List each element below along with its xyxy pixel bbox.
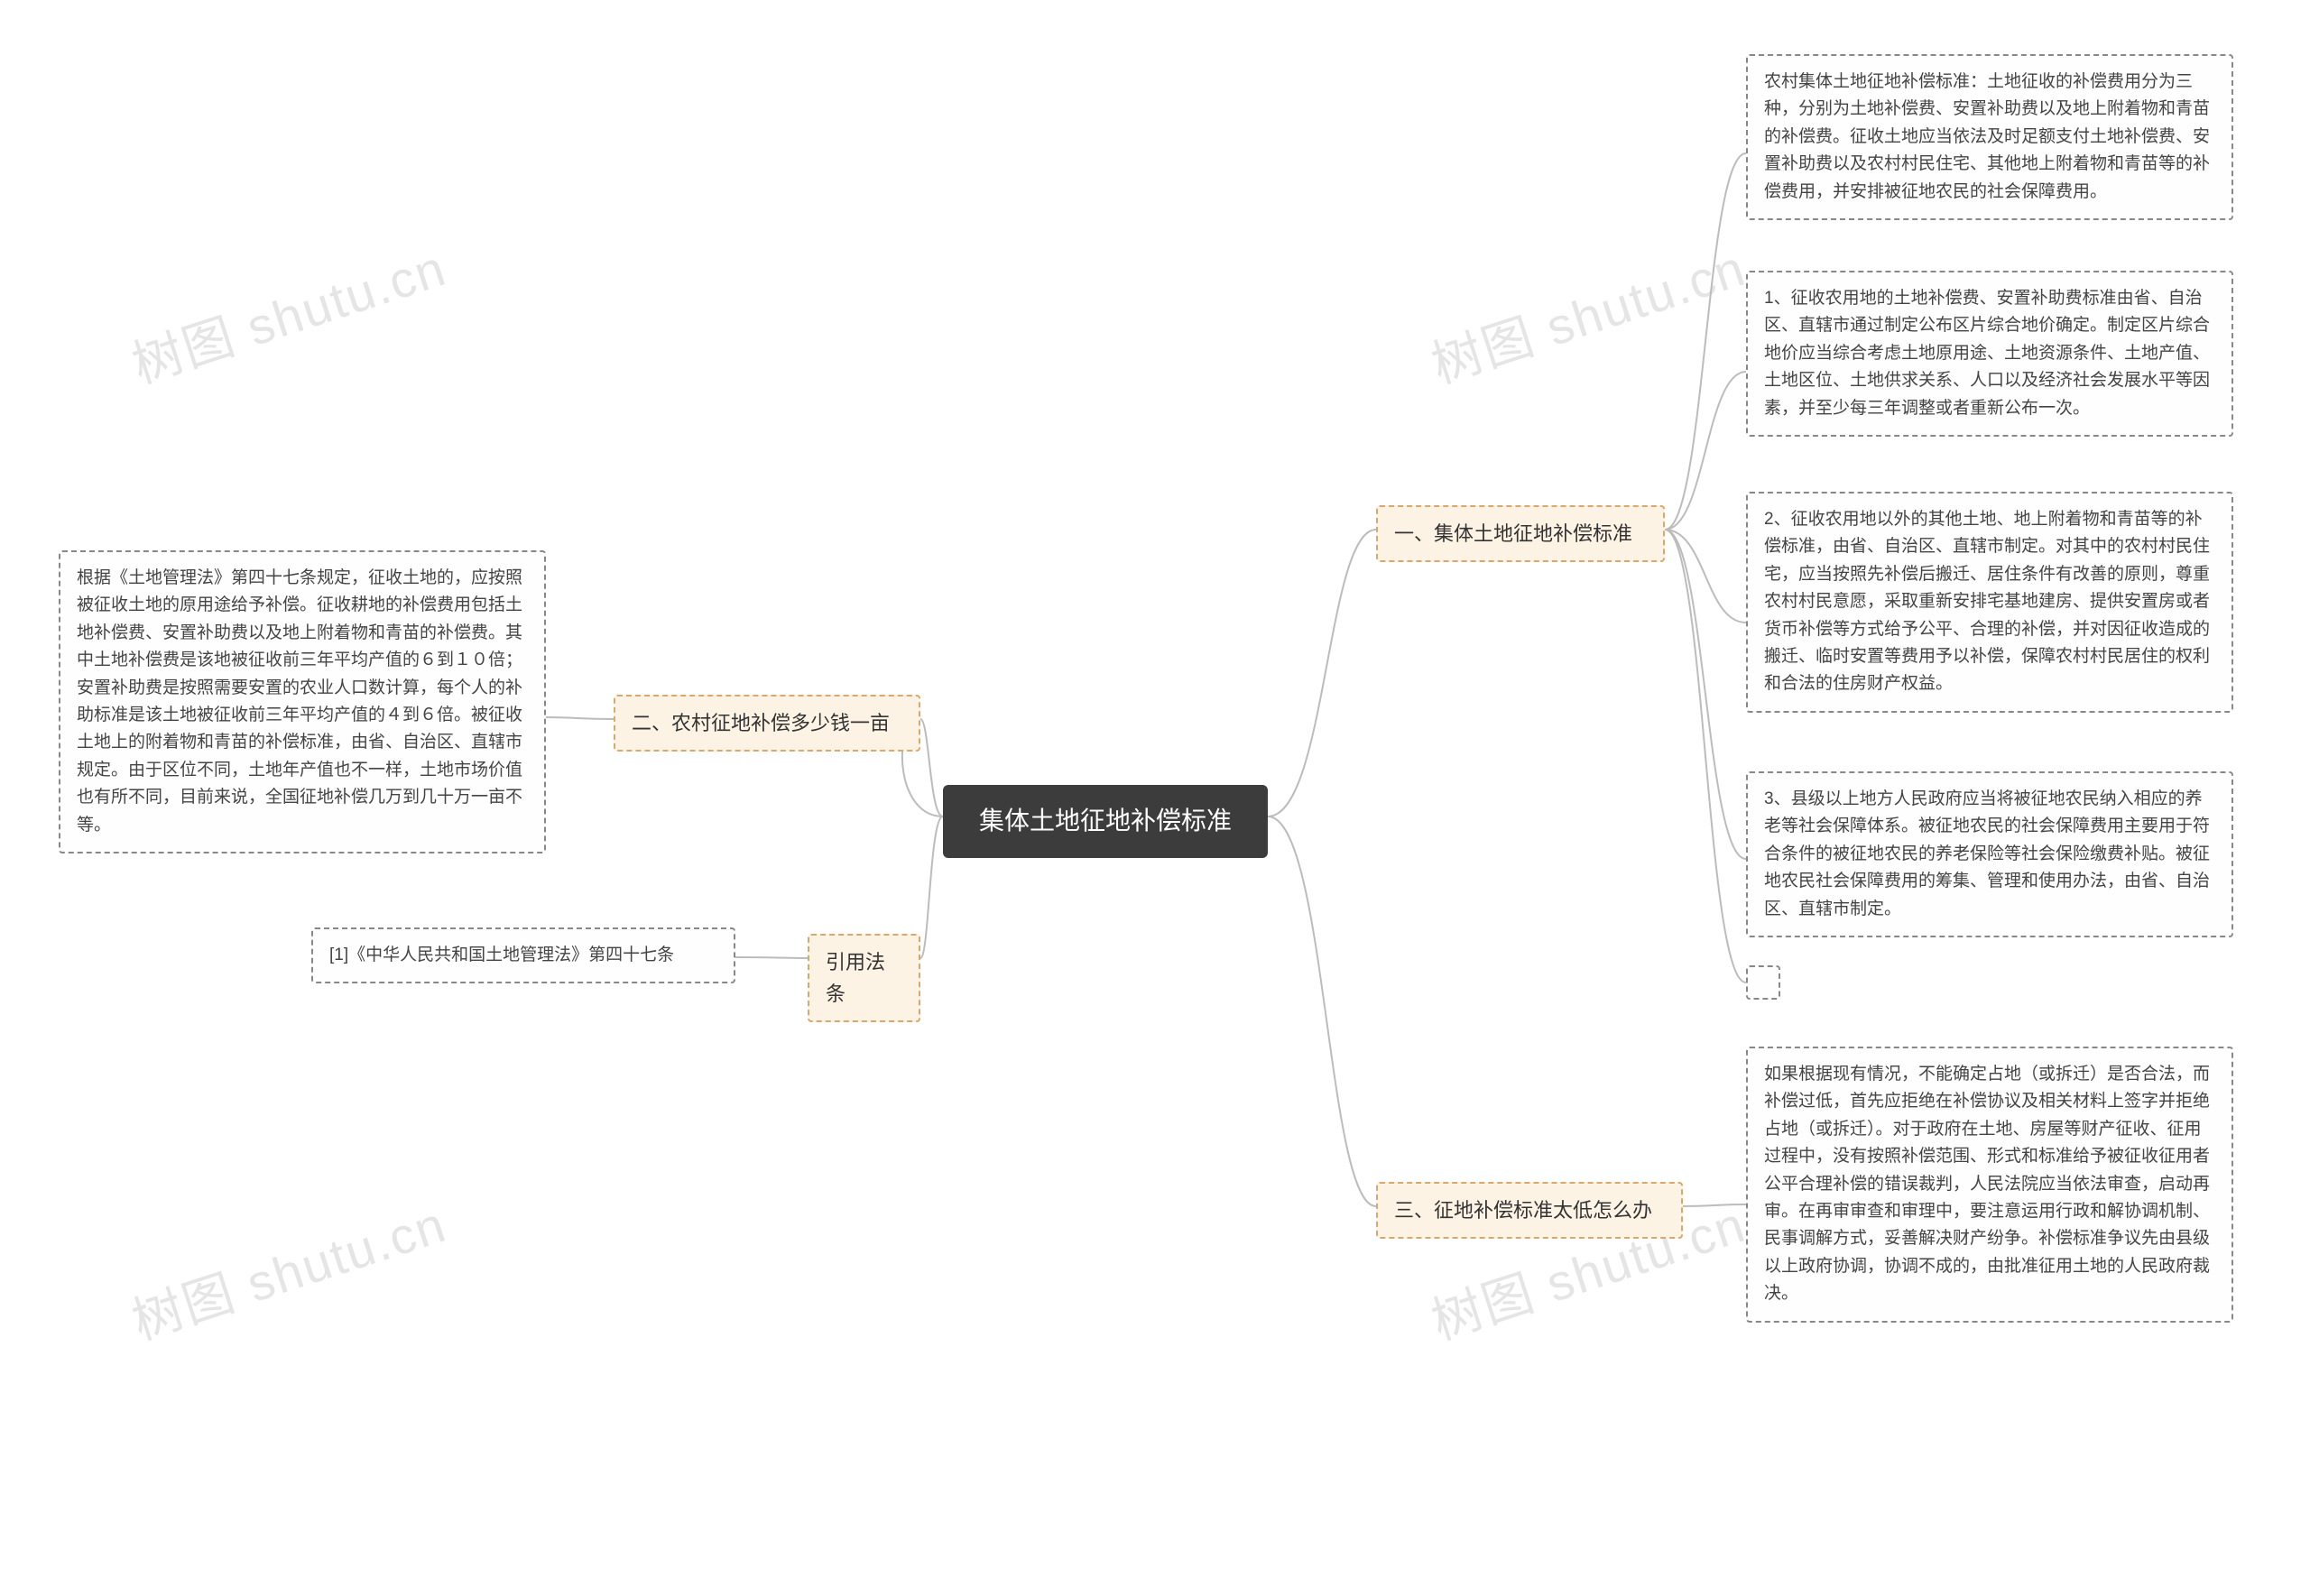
leaf-standard-2[interactable]: 2、征收农用地以外的其他土地、地上附着物和青苗等的补偿标准，由省、自治区、直辖市… [1746,492,2233,713]
watermark: 树图 shutu.cn [1421,227,1754,398]
branch-too-low[interactable]: 三、征地补偿标准太低怎么办 [1376,1182,1683,1239]
branch-per-mu[interactable]: 二、农村征地补偿多少钱一亩 [614,695,920,752]
leaf-citation-law[interactable]: [1]《中华人民共和国土地管理法》第四十七条 [311,927,735,983]
leaf-per-mu-detail[interactable]: 根据《土地管理法》第四十七条规定，征收土地的，应按照被征收土地的原用途给予补偿。… [59,550,546,853]
leaf-too-low-advice[interactable]: 如果根据现有情况，不能确定占地（或拆迁）是否合法，而补偿过低，首先应拒绝在补偿协… [1746,1047,2233,1323]
watermark: 树图 shutu.cn [122,227,455,398]
leaf-standard-empty[interactable] [1746,965,1780,1000]
leaf-standard-overview[interactable]: 农村集体土地征地补偿标准：土地征收的补偿费用分为三种，分别为土地补偿费、安置补助… [1746,54,2233,220]
branch-standard[interactable]: 一、集体土地征地补偿标准 [1376,505,1665,562]
branch-citation[interactable]: 引用法条 [808,934,920,1022]
leaf-standard-3[interactable]: 3、县级以上地方人民政府应当将被征地农民纳入相应的养老等社会保障体系。被征地农民… [1746,771,2233,937]
watermark: 树图 shutu.cn [122,1184,455,1354]
leaf-standard-1[interactable]: 1、征收农用地的土地补偿费、安置补助费标准由省、自治区、直辖市通过制定公布区片综… [1746,271,2233,437]
mindmap-root[interactable]: 集体土地征地补偿标准 [943,785,1268,858]
